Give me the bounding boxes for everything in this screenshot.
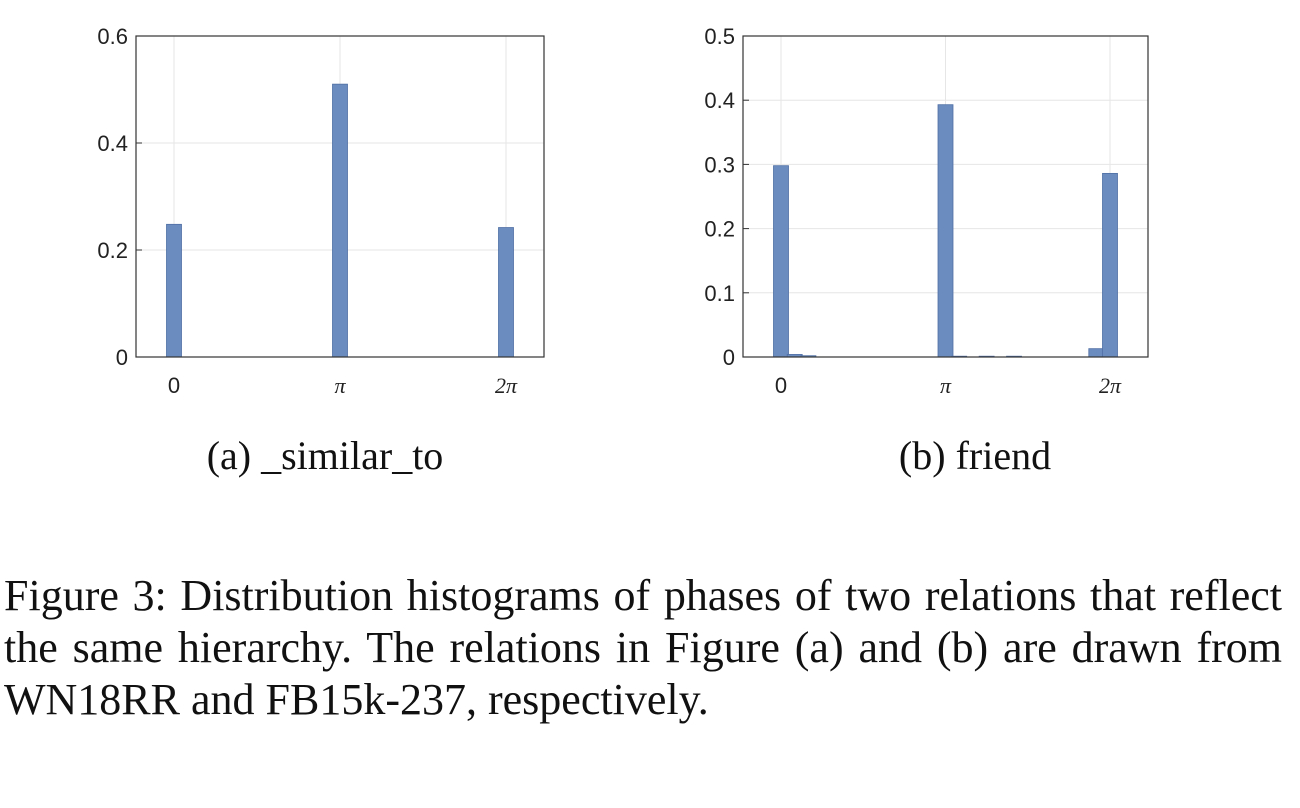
y-tick-label: 0.4 (704, 88, 735, 113)
histogram-bar (937, 104, 954, 358)
subcaption-b-relation: friend (955, 433, 1052, 478)
histogram-panel-a: 0 0.2 0.4 0.6 0 π 2π (a) _similar_to (0, 0, 650, 500)
subcaption-a-tag: (a) (206, 433, 252, 478)
histogram-bar (1102, 172, 1118, 358)
histogram-panel-b: 0 0.1 0.2 0.3 0.4 0.5 0 π 2π (b) friend (650, 0, 1300, 500)
histogram-bar (498, 227, 514, 358)
axes-frame (742, 35, 1149, 358)
y-tick-label: 0 (723, 345, 735, 370)
y-tick-label: 0.6 (97, 24, 128, 49)
x-tick-label: π (334, 373, 346, 398)
x-tick-label: π (940, 373, 952, 398)
y-tick-label: 0.5 (704, 24, 735, 49)
x-tick-label: 2π (1099, 373, 1122, 398)
histogram-bar (332, 83, 348, 358)
subcaption-a-relation: _similar_to (261, 433, 444, 478)
y-tick-label: 0.3 (704, 152, 735, 177)
y-tick-label: 0.1 (704, 281, 735, 306)
y-tick-label: 0 (116, 345, 128, 370)
histogram-b-plot: 0 0.1 0.2 0.3 0.4 0.5 0 π 2π (704, 24, 1149, 398)
subcaption-b: (b) friend (650, 432, 1300, 479)
x-tick-label: 0 (168, 373, 180, 398)
histogram-a-plot: 0 0.2 0.4 0.6 0 π 2π (97, 24, 545, 398)
subcaption-a: (a) _similar_to (0, 432, 650, 479)
x-tick-label: 2π (495, 373, 518, 398)
x-tick-label: 0 (775, 373, 787, 398)
axes-frame (135, 35, 545, 358)
histogram-bar (1088, 348, 1105, 358)
histogram-bar (166, 223, 182, 358)
histogram-bar (773, 165, 789, 358)
y-tick-label: 0.4 (97, 131, 128, 156)
y-tick-label: 0.2 (704, 217, 735, 242)
y-tick-label: 0.2 (97, 238, 128, 263)
subcaption-b-tag: (b) (898, 433, 946, 478)
figure-caption: Figure 3: Distribution histograms of pha… (4, 571, 1282, 724)
